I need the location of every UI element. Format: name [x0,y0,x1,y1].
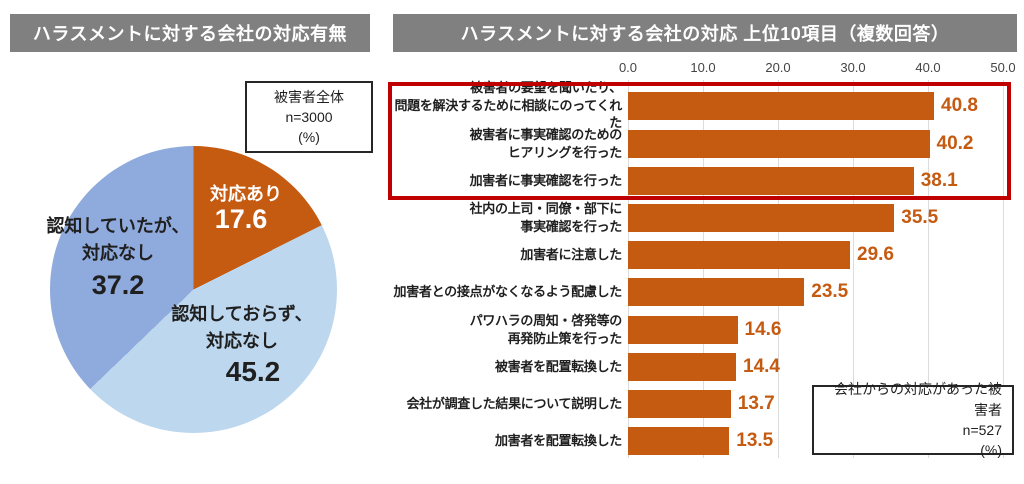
x-axis-tick: 40.0 [915,60,941,75]
x-axis-tick: 0.0 [618,60,638,75]
bar-fill [628,277,805,306]
gridline [703,80,704,458]
bar-track: 29.6 [628,240,1003,269]
bar-value-label: 29.6 [857,243,894,265]
bar-track: 14.4 [628,352,1003,381]
bar-fill [628,166,914,195]
bar-category-label: 被害者を配置転換した [494,358,622,374]
bar-category-label: 社内の上司・同僚・部下に 事実確認を行った [469,200,623,234]
bar-row: 社内の上司・同僚・部下に 事実確認を行った 35.5 [390,199,1014,236]
bar-row: 加害者との接点がなくなるよう配慮した 23.5 [390,273,1014,310]
gridline [928,80,929,458]
bar-category-label: パワハラの周知・啓発等の 再発防止策を行った [469,312,623,346]
bar-row: 加害者に事実確認を行った 38.1 [390,162,1014,199]
bar-fill [628,352,736,381]
bar-value-label: 14.4 [743,355,780,377]
bar-category-label: 加害者に注意した [520,246,622,262]
bar-track: 13.7 [628,389,1003,418]
bar-track: 38.1 [628,166,1003,195]
bar-track: 40.2 [628,129,1003,158]
pie-slice-label-aware-no-response: 認知していたが、 対応なし [46,216,190,263]
top3-highlight-box [388,82,1011,200]
gridline [778,80,779,458]
bar-fill [628,315,738,344]
x-axis-tick: 30.0 [840,60,866,75]
bar-row: 加害者を配置転換した 13.5 [390,422,1014,459]
bar-track: 23.5 [628,277,1003,306]
bar-row: 被害者を配置転換した 14.4 [390,348,1014,385]
bar-value-label: 40.8 [941,94,978,116]
bar-chart-title: ハラスメントに対する会社の対応 上位10項目（複数回答） [393,14,1017,52]
bar-track: 40.8 [628,91,1003,120]
bar-row: 被害者の要望を聞いたり、 問題を解決するために相談にのってくれた 40.8 [390,80,1014,130]
pie-slice-value-responded: 17.6 [214,204,268,234]
bar-value-label: 40.2 [936,132,974,154]
bar-category-label: 会社が調査した結果について説明した [406,395,622,411]
x-axis-tick: 20.0 [765,60,791,75]
pie-slice-label-unaware-no-response: 認知しておらず、 対応なし [171,304,313,351]
bar-category-label: 加害者に事実確認を行った [469,172,623,188]
bar-category-label: 加害者を配置転換した [494,432,622,448]
gridline [1003,80,1004,458]
bar-row: 会社が調査した結果について説明した 13.7 [390,385,1014,422]
bar-fill [628,426,730,455]
bar-track: 13.5 [628,426,1003,455]
bar-row: パワハラの周知・啓発等の 再発防止策を行った 14.6 [390,311,1014,348]
bar-row: 加害者に注意した 29.6 [390,236,1014,273]
pie-slice-label-responded: 対応あり [210,184,282,204]
bar-fill [628,240,850,269]
bar-track: 14.6 [628,315,1003,344]
bar-value-label: 35.5 [901,206,939,228]
bar-value-label: 14.6 [744,318,782,340]
bar-value-label: 23.5 [811,280,849,302]
x-axis-tick: 10.0 [690,60,716,75]
bar-sample-note: 会社からの対応があった被害者 n=527 (%) [812,381,1014,458]
bar-fill [628,203,895,232]
pie-slice-value-unaware-no-response: 45.2 [225,356,281,387]
bar-category-label: 加害者との接点がなくなるよう配慮した [393,283,623,299]
gridline [853,80,854,458]
bar-track: 35.5 [628,203,1003,232]
bar-value-label: 13.7 [737,392,775,414]
bar-fill [628,389,731,418]
pie-chart-title: ハラスメントに対する会社の対応有無 [10,14,370,52]
bar-row: 被害者に事実確認のための ヒアリングを行った 40.2 [390,125,1014,162]
bar-fill [628,129,930,158]
pie-slice-value-aware-no-response: 37.2 [91,270,145,300]
bar-fill [628,91,934,120]
bar-value-label: 13.5 [736,429,774,451]
bar-category-label: 被害者に事実確認のための ヒアリングを行った [469,126,623,160]
bar-value-label: 38.1 [920,169,958,191]
gridline [628,80,629,458]
pie-chart [50,146,337,433]
pie-sample-note: 被害者全体 n=3000 (%) [245,81,373,153]
x-axis-tick: 50.0 [990,60,1016,75]
